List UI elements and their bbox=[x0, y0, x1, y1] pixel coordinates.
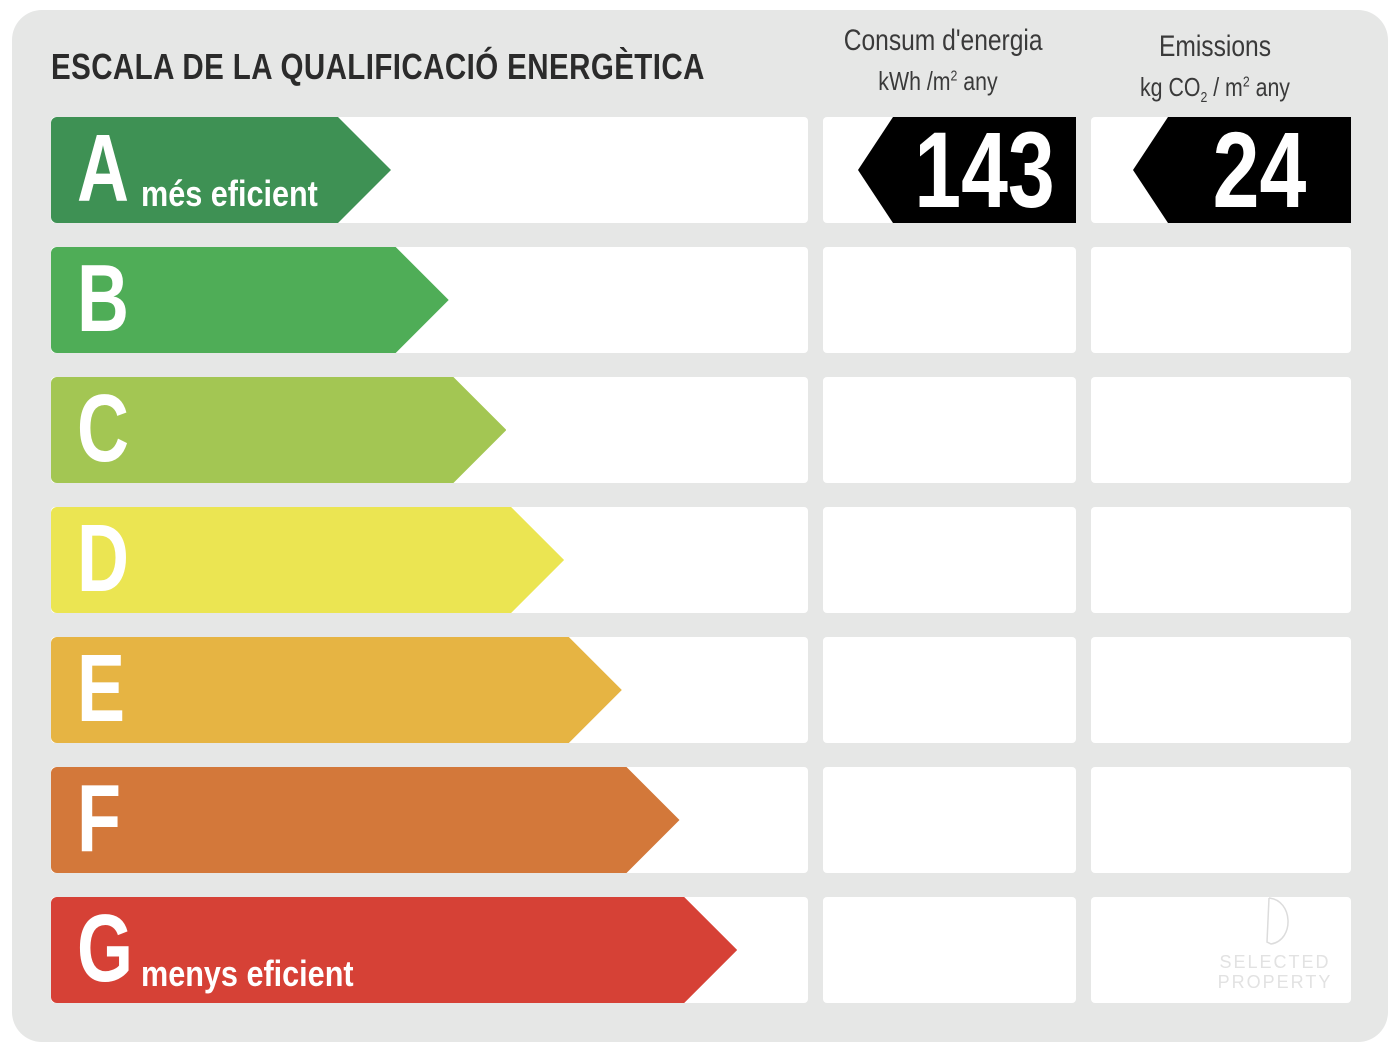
emissions-column-label: Emissions bbox=[1158, 30, 1272, 63]
rating-letter: A bbox=[77, 115, 129, 222]
emissions-cell-f bbox=[1091, 767, 1351, 873]
emissions-cell-d bbox=[1091, 507, 1351, 613]
rating-description: més eficient bbox=[141, 173, 318, 214]
emissions-cell-g bbox=[1091, 897, 1351, 1003]
energy-column-label: Consum d'energia bbox=[843, 24, 1043, 57]
energy-cell-g bbox=[823, 897, 1076, 1003]
page-title: ESCALA DE LA QUALIFICACIÓ ENERGÈTICA bbox=[51, 46, 705, 87]
energy-cell-c bbox=[823, 377, 1076, 483]
rating-description: menys eficient bbox=[141, 953, 354, 994]
energy-column-header: Consum d'energia kWh /m2 any bbox=[844, 24, 1043, 97]
logo-d-icon bbox=[1266, 897, 1289, 945]
emissions-cell-e bbox=[1091, 637, 1351, 743]
energy-cell-f bbox=[823, 767, 1076, 873]
emissions-column-header: Emissions kg CO2 / m2 any bbox=[1121, 30, 1310, 106]
emissions-value: 24 bbox=[1212, 109, 1307, 230]
emissions-unit: kg CO2 / m2 any bbox=[1140, 72, 1290, 107]
emissions-cell-c bbox=[1091, 377, 1351, 483]
rating-letter: F bbox=[77, 765, 121, 872]
energy-cell-e bbox=[823, 637, 1076, 743]
energy-value: 143 bbox=[914, 109, 1055, 230]
rating-letter: B bbox=[77, 245, 129, 352]
rating-letter: C bbox=[77, 375, 129, 482]
rating-letter: E bbox=[77, 635, 126, 742]
energy-cell-b bbox=[823, 247, 1076, 353]
rating-arrow-b: B bbox=[51, 247, 449, 353]
rating-letter: D bbox=[77, 505, 129, 612]
emissions-cell-b bbox=[1091, 247, 1351, 353]
rating-arrow-e: E bbox=[51, 637, 622, 743]
emissions-value-badge: 24 bbox=[1133, 117, 1351, 223]
rating-arrow-c: C bbox=[51, 375, 507, 483]
energy-cell-d bbox=[823, 507, 1076, 613]
rating-arrow-d: D bbox=[51, 505, 565, 613]
energy-value-badge: 143 bbox=[858, 117, 1076, 223]
watermark-logo: SELECTED PROPERTY bbox=[1210, 896, 1340, 992]
energy-unit: kWh /m2 any bbox=[878, 66, 998, 96]
rating-letter: G bbox=[77, 895, 134, 1002]
rating-arrow-f: F bbox=[51, 767, 680, 873]
